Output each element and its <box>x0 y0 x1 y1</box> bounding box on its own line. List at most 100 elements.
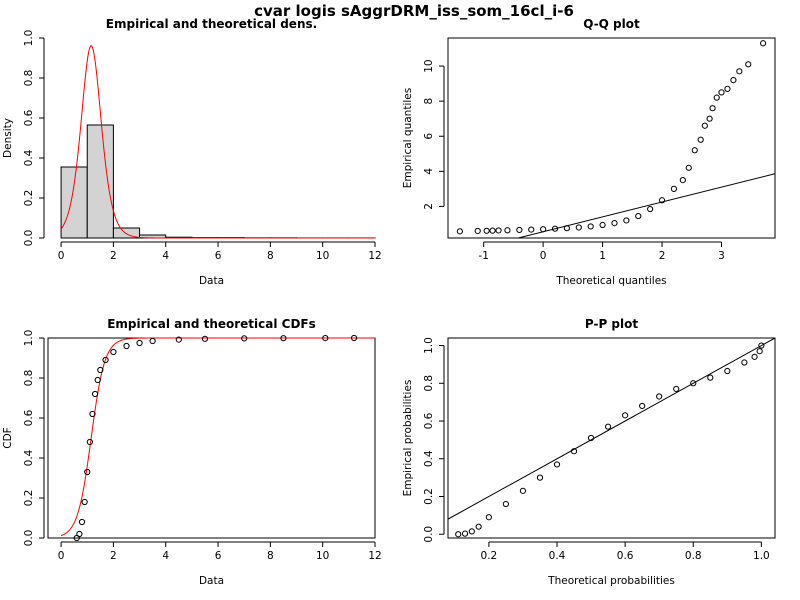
x-axis-label: Data <box>199 275 224 287</box>
theoretical-density-curve <box>60 45 375 239</box>
data-point <box>724 85 731 92</box>
data-point <box>730 77 737 84</box>
data-point <box>455 531 462 538</box>
data-point <box>745 61 752 68</box>
panel-title: Empirical and theoretical dens. <box>106 17 317 31</box>
x-tick-label: 10 <box>316 250 329 262</box>
data-point <box>468 528 475 535</box>
data-point <box>504 227 511 234</box>
x-tick-label: 0.6 <box>617 550 634 562</box>
y-tick-label: 0.6 <box>23 109 35 126</box>
data-point <box>485 514 492 521</box>
y-tick-label: 0.2 <box>423 488 435 505</box>
empirical-cdf-point <box>350 334 358 342</box>
empirical-cdf-point <box>76 530 83 538</box>
x-tick-label: 12 <box>368 550 381 562</box>
empirical-cdf-point <box>81 498 88 506</box>
data-point <box>751 353 758 360</box>
x-tick-label: 6 <box>215 250 222 262</box>
y-axis-label: Empirical quantiles <box>402 88 414 188</box>
data-point <box>758 342 765 349</box>
y-tick-label: 0.4 <box>423 450 435 467</box>
data-point <box>599 221 606 229</box>
y-axis-label: Density <box>2 118 14 158</box>
x-tick-label: 0 <box>58 250 65 262</box>
data-point <box>461 530 469 537</box>
cdf-panel: Empirical and theoretical CDFs Data CDF 0 2 4… <box>2 317 382 587</box>
data-point <box>635 212 642 220</box>
data-point <box>647 205 654 213</box>
data-point <box>623 217 630 224</box>
data-point <box>724 367 731 375</box>
x-tick-label: 0 <box>540 250 547 262</box>
data-point <box>656 393 663 400</box>
y-tick-label: 0.0 <box>23 530 35 547</box>
reference-line <box>448 338 775 520</box>
x-tick-label: 0.2 <box>481 550 498 562</box>
empirical-cdf-point <box>84 468 91 476</box>
data-point <box>475 523 482 530</box>
empirical-cdf-point <box>136 339 143 347</box>
y-axis-label: Empirical probabilities <box>402 380 414 497</box>
data-point <box>587 223 594 230</box>
x-tick-label: 0.8 <box>685 550 702 562</box>
data-point <box>685 164 692 171</box>
x-tick-label: 8 <box>267 250 274 262</box>
empirical-cdf-point <box>102 356 109 364</box>
data-point <box>707 374 714 381</box>
empirical-cdf-point <box>89 410 96 418</box>
data-point <box>519 487 527 494</box>
reference-line <box>516 173 775 238</box>
empirical-cdf-point <box>175 336 182 343</box>
y-tick-label: 0.2 <box>23 190 35 207</box>
panel-title: Empirical and theoretical CDFs <box>107 317 316 331</box>
y-tick-label: 0.6 <box>23 409 35 426</box>
data-point <box>690 380 697 387</box>
data-point <box>495 227 502 234</box>
x-tick-label: 0 <box>58 550 65 562</box>
y-axis-label: CDF <box>2 427 14 448</box>
empirical-cdf-point <box>123 342 130 350</box>
data-point <box>474 227 481 235</box>
data-point <box>502 500 510 508</box>
qq-panel: Q-Q plot Theoretical quantiles Empirical q… <box>402 17 776 287</box>
data-point <box>658 197 666 204</box>
data-point <box>570 448 578 455</box>
figure-title: cvar logis sAggrDRM_iss_som_16cl_i-6 <box>254 2 574 20</box>
x-axis-label: Theoretical quantiles <box>555 275 666 287</box>
empirical-cdf-point <box>241 335 248 342</box>
x-tick-label: 4 <box>162 250 169 262</box>
x-tick-label: 2 <box>659 250 666 262</box>
data-point <box>536 474 544 481</box>
data-point <box>756 348 763 355</box>
empirical-cdf-point <box>110 348 117 356</box>
data-point <box>604 423 612 430</box>
x-tick-label: -1 <box>478 250 488 262</box>
plot-frame <box>447 337 776 539</box>
empirical-cdf-point <box>201 335 209 342</box>
data-point <box>483 227 490 234</box>
data-point <box>697 136 704 143</box>
data-point <box>563 225 571 232</box>
y-tick-label: 10 <box>423 59 435 72</box>
data-point <box>489 227 496 234</box>
x-tick-label: 3 <box>718 250 725 262</box>
empirical-cdf-point <box>149 337 156 345</box>
theoretical-cdf-curve <box>60 337 375 537</box>
x-tick-label: 1 <box>599 250 606 262</box>
empirical-cdf-point <box>280 335 287 342</box>
empirical-cdf-point <box>94 376 101 384</box>
x-tick-label: 10 <box>316 550 329 562</box>
y-tick-label: 0.4 <box>23 449 35 466</box>
data-point <box>551 225 559 232</box>
data-point <box>706 115 713 122</box>
data-point <box>456 228 463 235</box>
empirical-cdf-point <box>97 366 104 374</box>
density-panel: Empirical and theoretical dens. Data Densi… <box>2 17 382 287</box>
data-point <box>516 226 523 234</box>
data-point <box>701 122 708 129</box>
empirical-cdf-point <box>322 335 329 342</box>
x-tick-label: 4 <box>162 550 169 562</box>
empirical-cdf-point <box>86 438 93 446</box>
data-point <box>540 226 547 233</box>
